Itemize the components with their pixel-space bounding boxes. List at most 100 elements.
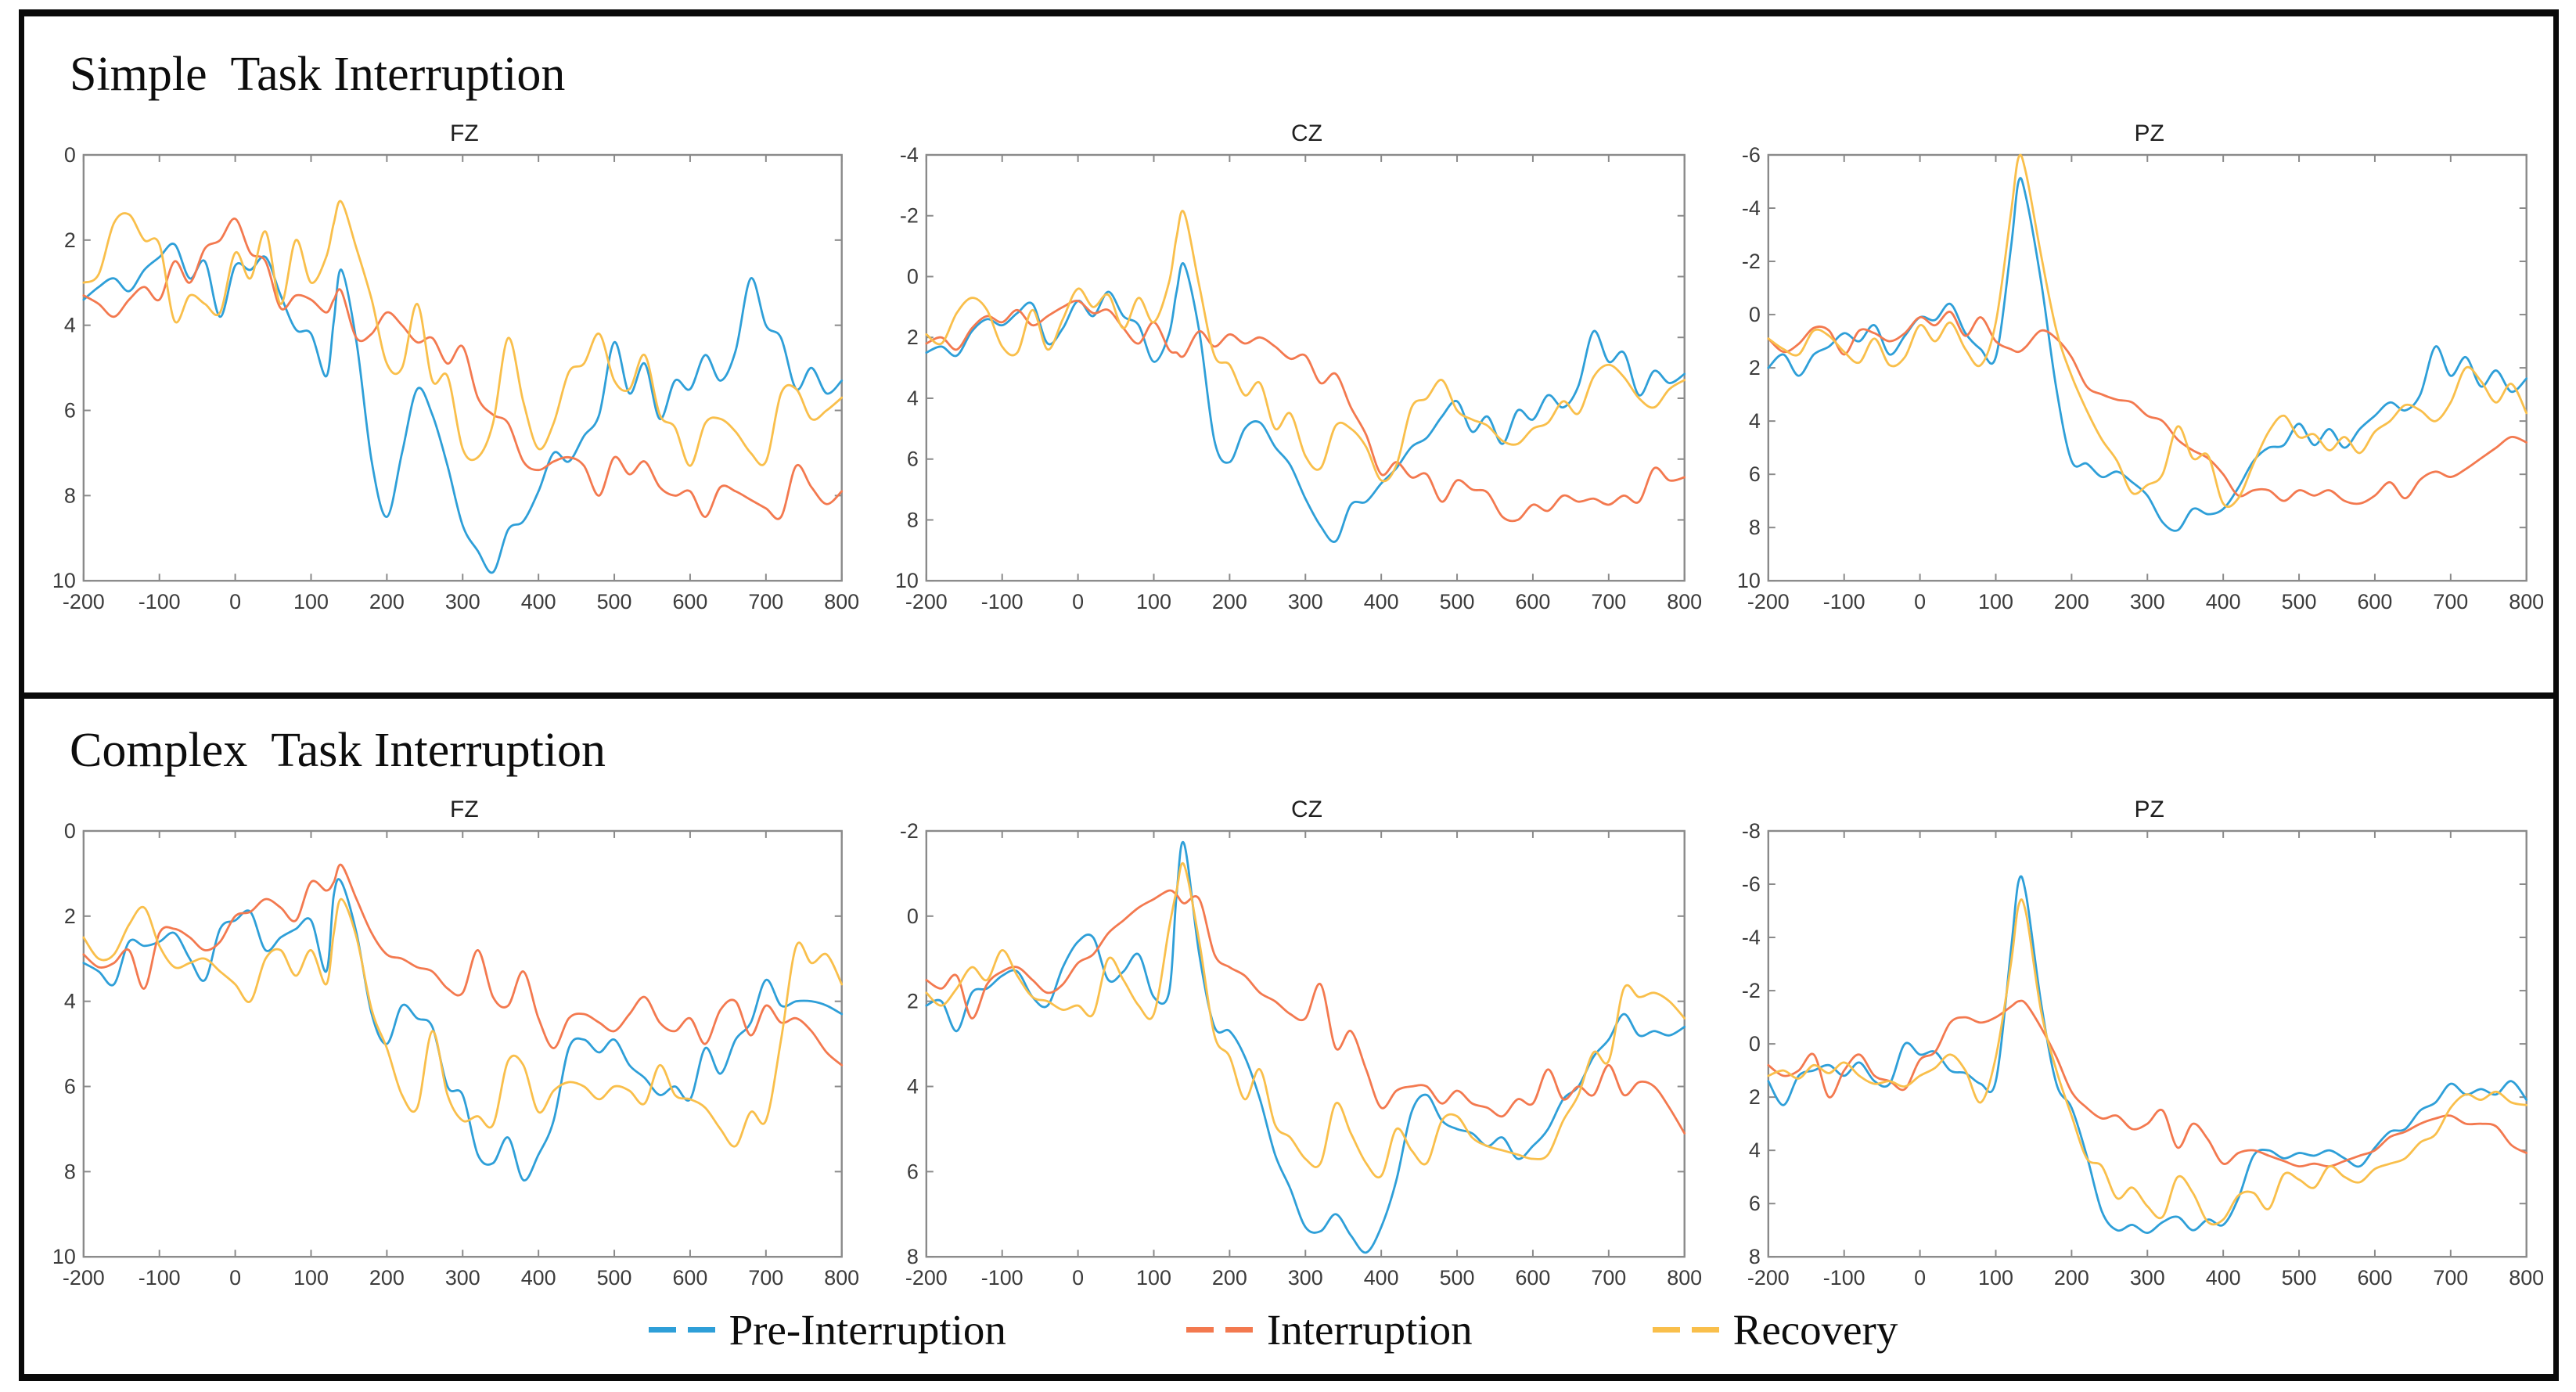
svg-text:100: 100 xyxy=(1136,590,1171,613)
svg-text:600: 600 xyxy=(1515,590,1550,613)
svg-text:300: 300 xyxy=(1287,1266,1322,1289)
svg-text:400: 400 xyxy=(2206,590,2241,613)
svg-text:200: 200 xyxy=(1212,590,1247,613)
svg-text:300: 300 xyxy=(1287,590,1322,613)
svg-text:100: 100 xyxy=(1978,590,2013,613)
axis-box: -200 -100 0 100 200 300 400 500 600 700 800 -8 -6 -4 -… xyxy=(1742,819,2544,1289)
axis-box: -200 -100 0 100 200 300 400 500 600 700 800 0 2 4 6 8 10 xyxy=(52,819,859,1289)
svg-text:0: 0 xyxy=(1914,1266,1926,1289)
svg-text:600: 600 xyxy=(2358,1266,2393,1289)
legend-item-recovery: Recovery xyxy=(1652,1305,1898,1354)
svg-text:0: 0 xyxy=(1914,590,1926,613)
chart-title-complex-cz: CZ xyxy=(1291,796,1322,822)
svg-text:8: 8 xyxy=(64,484,76,507)
svg-text:-2: -2 xyxy=(900,819,919,843)
svg-text:0: 0 xyxy=(907,904,919,927)
svg-text:4: 4 xyxy=(1749,409,1761,433)
chart-complex-fz: FZ -200 -100 0 100 200 300 400 500 600 700 800 0 2 4 6… xyxy=(41,797,859,1293)
chart-title-complex-pz: PZ xyxy=(2134,796,2164,822)
chart-simple-fz: FZ -200 -100 0 100 200 300 400 500 600 700 800 0 2 4 6… xyxy=(41,120,859,617)
svg-text:10: 10 xyxy=(52,569,76,592)
svg-text:-100: -100 xyxy=(1823,1266,1865,1289)
svg-text:0: 0 xyxy=(64,819,76,843)
axis-box: -200 -100 0 100 200 300 400 500 600 700 800 -2 0 2 4 6 8 xyxy=(900,819,1702,1289)
chart-canvas-simple-pz: -200 -100 0 100 200 300 400 500 600 700 800 -6 -4 -2 0… xyxy=(1737,143,2544,613)
series-pre-interruption xyxy=(925,262,1686,543)
legend-label: Recovery xyxy=(1732,1305,1898,1354)
svg-text:0: 0 xyxy=(229,1266,241,1289)
legend-line-swatch-blue xyxy=(648,1326,715,1333)
axis-box: -200 -100 0 100 200 300 400 500 600 700 800 -6 -4 -2 0… xyxy=(1737,143,2544,613)
svg-text:-4: -4 xyxy=(900,143,919,167)
svg-text:600: 600 xyxy=(2358,590,2393,613)
svg-text:-200: -200 xyxy=(905,1266,948,1289)
svg-text:300: 300 xyxy=(445,590,480,613)
svg-text:200: 200 xyxy=(369,1266,405,1289)
chart-complex-pz: PZ -200 -100 0 100 200 300 400 500 600 700 800 -8 -6… xyxy=(1726,796,2544,1293)
svg-text:-100: -100 xyxy=(139,590,181,613)
svg-text:200: 200 xyxy=(2054,1266,2089,1289)
svg-text:10: 10 xyxy=(895,569,919,592)
svg-text:-6: -6 xyxy=(1742,143,1761,167)
svg-text:-100: -100 xyxy=(139,1266,181,1289)
svg-text:2: 2 xyxy=(907,326,919,349)
svg-text:-2: -2 xyxy=(900,204,919,228)
svg-text:800: 800 xyxy=(1667,1266,1702,1289)
svg-text:0: 0 xyxy=(1749,303,1761,326)
series-interruption xyxy=(1767,999,2528,1167)
svg-text:800: 800 xyxy=(824,590,859,613)
charts-row-simple: FZ -200 -100 0 100 200 300 400 500 600 700 800 0 2 4 6… xyxy=(24,100,2553,617)
svg-text:6: 6 xyxy=(1749,462,1761,486)
svg-text:-200: -200 xyxy=(1747,590,1790,613)
svg-text:2: 2 xyxy=(64,228,76,252)
svg-text:400: 400 xyxy=(521,590,556,613)
legend-line-swatch-orange xyxy=(1185,1326,1253,1333)
svg-text:400: 400 xyxy=(2206,1266,2241,1289)
series-recovery xyxy=(1767,153,2528,509)
svg-text:200: 200 xyxy=(369,590,405,613)
series-pre-interruption xyxy=(1767,177,2528,532)
series-pre-interruption xyxy=(925,840,1686,1254)
series-pre-interruption xyxy=(82,877,844,1182)
svg-text:2: 2 xyxy=(1749,356,1761,379)
series-recovery xyxy=(925,861,1686,1178)
svg-text:500: 500 xyxy=(2282,590,2317,613)
svg-text:700: 700 xyxy=(748,1266,783,1289)
svg-text:300: 300 xyxy=(2130,1266,2165,1289)
svg-text:700: 700 xyxy=(748,590,783,613)
svg-text:-200: -200 xyxy=(63,1266,105,1289)
svg-text:6: 6 xyxy=(64,399,76,423)
svg-text:0: 0 xyxy=(907,265,919,289)
chart-canvas-simple-fz: -200 -100 0 100 200 300 400 500 600 700 800 0 2 4 6 8 10 xyxy=(52,143,859,613)
svg-text:-200: -200 xyxy=(63,590,105,613)
chart-simple-cz: CZ -200 -100 0 100 200 300 400 500 600 700 800 -4 -2… xyxy=(884,120,1702,617)
legend: Pre-Interruption Interruption Recovery xyxy=(24,1308,2522,1351)
series-pre-interruption xyxy=(82,243,844,574)
svg-text:-4: -4 xyxy=(1742,196,1761,220)
chart-canvas-simple-cz: -200 -100 0 100 200 300 400 500 600 700 800 -4 -2 0 2 4… xyxy=(895,143,1702,613)
svg-text:6: 6 xyxy=(907,448,919,471)
svg-text:-100: -100 xyxy=(1823,590,1865,613)
svg-text:800: 800 xyxy=(1667,590,1702,613)
axis-box: -200 -100 0 100 200 300 400 500 600 700 800 0 2 4 6 8 10 xyxy=(52,143,859,613)
legend-item-pre-interruption: Pre-Interruption xyxy=(648,1308,1006,1351)
svg-text:500: 500 xyxy=(597,590,632,613)
chart-canvas-complex-fz: -200 -100 0 100 200 300 400 500 600 700 800 0 2 4 6 8 10 xyxy=(52,819,859,1289)
svg-text:200: 200 xyxy=(2054,590,2089,613)
svg-text:6: 6 xyxy=(64,1074,76,1098)
series-recovery xyxy=(925,210,1686,483)
svg-text:700: 700 xyxy=(2434,1266,2469,1289)
svg-text:100: 100 xyxy=(1136,1266,1171,1289)
svg-text:500: 500 xyxy=(2282,1266,2317,1289)
series-interruption xyxy=(1767,311,2528,505)
svg-text:0: 0 xyxy=(1749,1032,1761,1056)
svg-text:800: 800 xyxy=(2509,590,2545,613)
svg-text:400: 400 xyxy=(521,1266,556,1289)
svg-text:800: 800 xyxy=(2509,1266,2545,1289)
svg-text:-6: -6 xyxy=(1742,872,1761,896)
svg-text:8: 8 xyxy=(1749,1245,1761,1268)
svg-text:300: 300 xyxy=(445,1266,480,1289)
svg-text:500: 500 xyxy=(1439,1266,1474,1289)
svg-text:4: 4 xyxy=(907,1074,919,1098)
chart-canvas-complex-pz: -200 -100 0 100 200 300 400 500 600 700 800 -8 -6 -4 -… xyxy=(1742,819,2544,1289)
